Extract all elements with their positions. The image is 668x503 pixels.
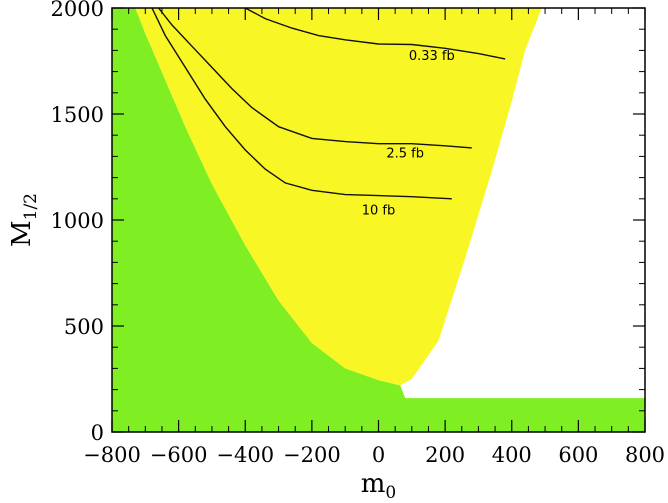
contour-line-1	[158, 7, 472, 149]
region-green	[112, 8, 645, 432]
contour-line-2	[151, 7, 452, 200]
y-tick-label: 2000	[51, 0, 104, 21]
contour-line-0	[244, 7, 506, 60]
x-tick-label: 800	[625, 443, 665, 467]
y-tick-label: 1500	[51, 103, 104, 127]
x-axis-title: m0	[361, 469, 396, 503]
x-tick-label: −400	[216, 443, 274, 467]
x-tick-label: 0	[372, 443, 385, 467]
y-tick-label: 1000	[51, 209, 104, 233]
axis-tick-labels: −800 −600 −400 −200 0 200 400 600 800 0 500 1000 150…	[51, 0, 666, 467]
contour-labels: 0.33 fb 2.5 fb 10 fb	[362, 49, 455, 219]
x-tick-label: −800	[83, 443, 141, 467]
y-tick-label: 500	[64, 315, 104, 339]
contour-label-1: 2.5 fb	[386, 146, 424, 161]
contour-curves	[151, 7, 506, 200]
contour-label-2: 10 fb	[362, 204, 396, 219]
x-tick-label: −200	[283, 443, 341, 467]
y-tick-label: 0	[91, 421, 104, 445]
y-axis-title: M1/2	[7, 193, 41, 247]
x-tick-label: −600	[150, 443, 208, 467]
region-yellow	[135, 8, 542, 386]
x-tick-label: 400	[492, 443, 532, 467]
axis-ticks	[111, 7, 646, 433]
x-tick-label: 200	[425, 443, 465, 467]
regions-layer	[112, 8, 645, 432]
x-tick-label: 600	[558, 443, 598, 467]
contour-label-0: 0.33 fb	[409, 49, 455, 64]
